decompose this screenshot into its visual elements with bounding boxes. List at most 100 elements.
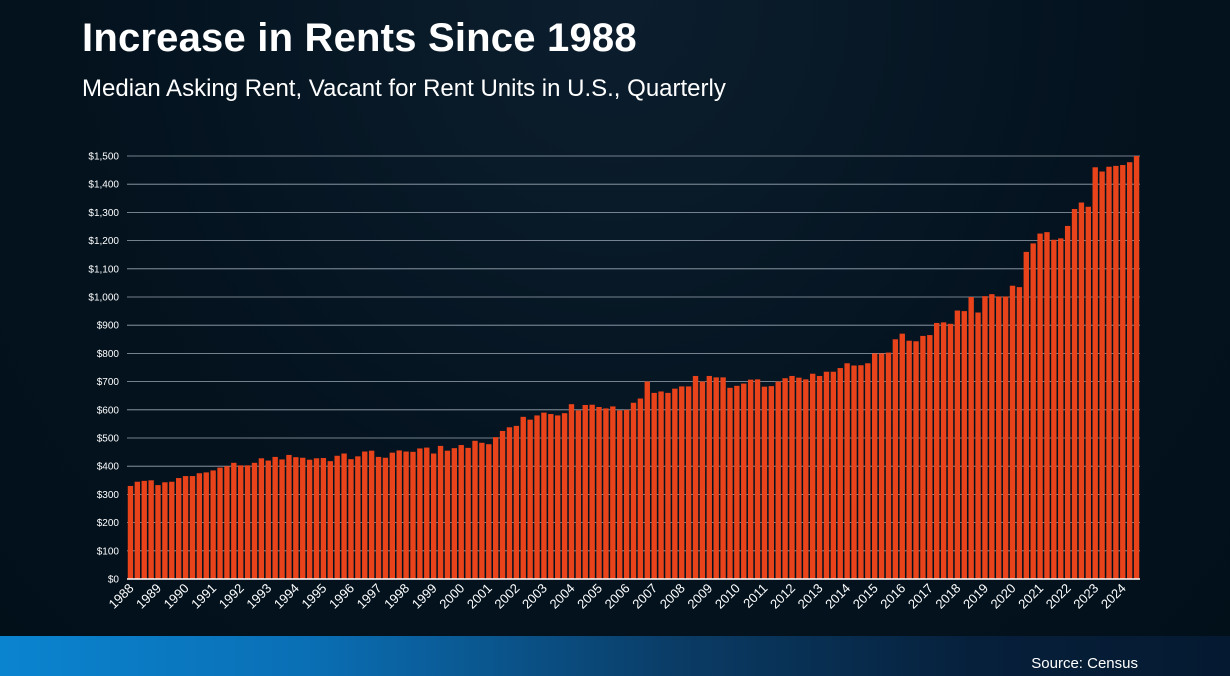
x-tick-label: 2010 bbox=[712, 581, 743, 612]
bar bbox=[1071, 209, 1078, 580]
x-tick-label: 2022 bbox=[1043, 581, 1074, 612]
x-tick-label: 2024 bbox=[1098, 581, 1129, 612]
bar bbox=[617, 410, 623, 579]
bar bbox=[169, 481, 175, 579]
bar bbox=[1023, 251, 1029, 579]
x-tick-label: 2016 bbox=[877, 581, 908, 612]
bar bbox=[430, 453, 437, 579]
bar bbox=[486, 444, 492, 579]
bar bbox=[141, 480, 147, 579]
bar bbox=[796, 377, 802, 579]
bar bbox=[754, 379, 761, 579]
bar bbox=[224, 466, 230, 579]
bar bbox=[975, 312, 981, 579]
bar bbox=[1009, 285, 1016, 579]
bar bbox=[348, 459, 354, 579]
y-tick-label: $300 bbox=[97, 490, 120, 501]
bar bbox=[727, 387, 733, 579]
bar bbox=[210, 470, 216, 579]
bar bbox=[403, 451, 409, 579]
x-tick-label: 2015 bbox=[850, 581, 881, 612]
bar bbox=[803, 379, 809, 579]
bar bbox=[1078, 202, 1085, 579]
y-tick-label: $1,200 bbox=[88, 236, 119, 247]
x-tick-label: 2000 bbox=[436, 581, 467, 612]
bar bbox=[1133, 156, 1140, 579]
bar bbox=[603, 408, 609, 579]
bar bbox=[1120, 165, 1126, 580]
x-tick-label: 2009 bbox=[684, 581, 715, 612]
bar bbox=[189, 476, 196, 579]
y-tick-label: $500 bbox=[97, 434, 120, 445]
bar bbox=[279, 459, 285, 579]
y-tick-label: $800 bbox=[97, 349, 120, 360]
bar bbox=[651, 392, 657, 579]
bar bbox=[231, 462, 237, 579]
bar bbox=[465, 447, 471, 579]
bar bbox=[947, 323, 954, 579]
bar bbox=[734, 385, 740, 579]
bar bbox=[1064, 225, 1071, 579]
footer-band: Source: Census bbox=[0, 636, 1230, 676]
bar bbox=[148, 480, 154, 579]
y-tick-label: $100 bbox=[97, 546, 120, 557]
bar bbox=[878, 353, 885, 579]
bar bbox=[968, 297, 974, 579]
chart-subtitle: Median Asking Rent, Vacant for Rent Unit… bbox=[82, 75, 726, 102]
bar bbox=[410, 451, 416, 579]
x-tick-label: 2008 bbox=[657, 581, 688, 612]
bar bbox=[362, 451, 368, 579]
bar bbox=[162, 482, 168, 579]
x-axis-ticks: 1988198919901991199219931994199519961997… bbox=[106, 581, 1129, 612]
x-tick-label: 1994 bbox=[271, 581, 302, 612]
x-tick-label: 2004 bbox=[547, 581, 578, 612]
bar bbox=[313, 458, 320, 579]
bar bbox=[830, 371, 837, 579]
bar bbox=[892, 339, 899, 579]
bar bbox=[713, 377, 719, 579]
y-tick-label: $1,100 bbox=[88, 264, 119, 275]
x-tick-label: 2005 bbox=[574, 581, 605, 612]
bar bbox=[327, 461, 333, 579]
bar bbox=[424, 447, 430, 579]
bar bbox=[706, 375, 712, 579]
bar bbox=[954, 310, 961, 579]
bar bbox=[741, 383, 747, 579]
bar bbox=[306, 459, 313, 579]
bar bbox=[244, 465, 251, 579]
bar bbox=[417, 448, 423, 579]
bar bbox=[699, 381, 706, 579]
bar bbox=[899, 333, 905, 579]
bar bbox=[782, 378, 788, 579]
bar bbox=[293, 457, 299, 579]
bar bbox=[596, 406, 602, 579]
bar bbox=[816, 375, 823, 579]
bar bbox=[865, 363, 871, 579]
x-tick-label: 1999 bbox=[409, 581, 440, 612]
x-tick-label: 2014 bbox=[822, 581, 853, 612]
bar bbox=[561, 413, 568, 579]
x-tick-label: 2017 bbox=[905, 581, 936, 612]
y-tick-label: $200 bbox=[97, 518, 120, 529]
bar bbox=[685, 386, 692, 579]
x-tick-label: 1990 bbox=[161, 581, 192, 612]
bar bbox=[506, 427, 513, 579]
bar bbox=[217, 467, 223, 579]
bar bbox=[1002, 296, 1009, 579]
bar bbox=[520, 416, 526, 579]
bar bbox=[548, 414, 554, 579]
bar bbox=[534, 415, 540, 579]
bar bbox=[258, 458, 265, 579]
x-tick-label: 2002 bbox=[491, 581, 522, 612]
bar bbox=[396, 450, 402, 579]
x-tick-label: 2012 bbox=[767, 581, 798, 612]
bar bbox=[747, 379, 754, 579]
bar bbox=[575, 410, 582, 579]
bar bbox=[885, 352, 892, 579]
bar bbox=[1044, 232, 1050, 579]
bar bbox=[927, 335, 933, 579]
bar bbox=[934, 322, 940, 579]
bar bbox=[1085, 206, 1092, 579]
bar bbox=[837, 368, 843, 579]
bar bbox=[761, 386, 768, 579]
